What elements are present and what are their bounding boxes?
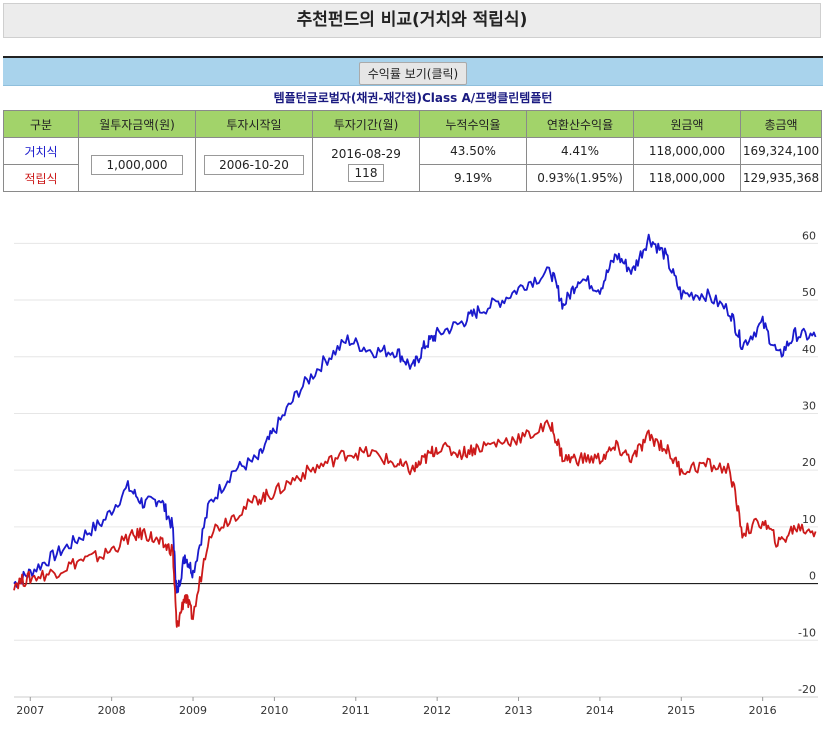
return-chart: 60 50 40 30 20 10 0 -10 -20 2007 2008 2009 2010 2011 2… — [0, 215, 826, 730]
series-line-lump — [13, 233, 817, 594]
view-return-button[interactable]: 수익률 보기(클릭) — [358, 62, 468, 85]
principal: 118,000,000 — [633, 137, 741, 165]
start-date-input[interactable]: 2006-10-20 — [204, 154, 304, 175]
y-tick-label: 0 — [809, 570, 816, 583]
start-date-cell: 2006-10-20 — [195, 137, 313, 192]
x-tick-label: 2007 — [16, 704, 44, 717]
fund-info-panel: 수익률 보기(클릭) 템플턴글로벌자(채권-재간접)Class A/프랭클린템플… — [3, 56, 823, 196]
principal: 118,000,000 — [633, 164, 741, 192]
x-tick-label: 2011 — [342, 704, 370, 717]
col-header: 연환산수익율 — [526, 110, 634, 138]
table-header-row: 구분 월투자금액(원) 투자시작일 투자기간(월) 누적수익율 연환산수익율 원… — [3, 110, 822, 138]
period-months-input[interactable]: 118 — [347, 164, 385, 182]
col-header: 누적수익율 — [419, 110, 527, 138]
monthly-amount-input[interactable]: 1,000,000 — [91, 154, 183, 175]
y-tick-label: 40 — [802, 343, 816, 356]
y-tick-label: 50 — [802, 286, 816, 299]
y-tick-label: -10 — [798, 626, 816, 639]
col-header: 총금액 — [740, 110, 822, 138]
page-title: 추천펀드의 비교(거치와 적립식) — [3, 3, 821, 38]
y-tick-label: 30 — [802, 399, 816, 412]
y-tick-label: 60 — [802, 229, 816, 242]
annual-return: 0.93%(1.95%) — [526, 164, 634, 192]
col-header: 원금액 — [633, 110, 741, 138]
x-tick-label: 2014 — [586, 704, 614, 717]
table-row: 적립식 9.19% 0.93%(1.95%) 118,000,000 129,9… — [3, 164, 822, 192]
annual-return: 4.41% — [526, 137, 634, 165]
total: 129,935,368 — [740, 164, 822, 192]
x-tick-label: 2009 — [179, 704, 207, 717]
x-tick-label: 2016 — [749, 704, 777, 717]
series-line-accum — [13, 419, 817, 628]
cum-return: 9.19% — [419, 164, 527, 192]
period-cell: 2016-08-29 118 — [312, 137, 420, 192]
table-row: 거치식 1,000,000 2006-10-20 2016-08-29 118 … — [3, 137, 822, 192]
col-header: 월투자금액(원) — [78, 110, 196, 138]
total: 169,324,100 — [740, 137, 822, 165]
x-tick-label: 2013 — [505, 704, 533, 717]
col-header: 투자기간(월) — [312, 110, 420, 138]
x-tick-label: 2012 — [423, 704, 451, 717]
fund-name: 템플턴글로벌자(채권-재간접)Class A/프랭클린템플턴 — [273, 91, 553, 105]
y-tick-label: 10 — [802, 513, 816, 526]
end-date: 2016-08-29 — [331, 147, 401, 161]
x-tick-label: 2010 — [260, 704, 288, 717]
x-tick-label: 2008 — [98, 704, 126, 717]
button-row: 수익률 보기(클릭) — [3, 56, 823, 86]
y-tick-label: -20 — [798, 683, 816, 696]
y-tick-label: 20 — [802, 456, 816, 469]
x-tick-label: 2015 — [667, 704, 695, 717]
row-type-lump: 거치식 — [3, 137, 79, 165]
cum-return: 43.50% — [419, 137, 527, 165]
col-header: 구분 — [3, 110, 79, 138]
fund-table: 구분 월투자금액(원) 투자시작일 투자기간(월) 누적수익율 연환산수익율 원… — [3, 110, 822, 192]
col-header: 투자시작일 — [195, 110, 313, 138]
row-type-accum: 적립식 — [3, 164, 79, 192]
monthly-amount-cell: 1,000,000 — [78, 137, 196, 192]
